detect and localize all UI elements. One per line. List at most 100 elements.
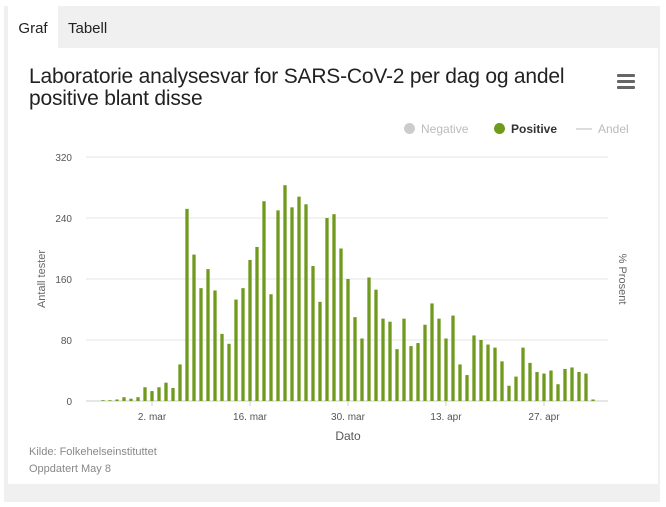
- tab-graf[interactable]: Graf: [8, 6, 58, 48]
- bar-positive: [143, 387, 147, 401]
- legend-label-negative: Negative: [421, 122, 469, 136]
- bar-positive: [353, 317, 357, 402]
- bar-positive: [395, 349, 399, 401]
- y-axis-label: Antall tester: [36, 250, 48, 308]
- bar-positive: [290, 207, 294, 401]
- bar-positive: [591, 399, 595, 401]
- bar-positive: [367, 277, 371, 401]
- bar-positive: [241, 288, 245, 401]
- bar-positive: [227, 343, 231, 401]
- bar-positive: [514, 376, 518, 401]
- bar-positive: [507, 385, 511, 401]
- view-tabs: Graf Tabell: [4, 6, 660, 48]
- bar-positive: [451, 315, 455, 401]
- bar-positive: [157, 387, 161, 401]
- legend-label-andel: Andel: [598, 122, 629, 136]
- bar-positive: [318, 301, 322, 402]
- bar-positive: [584, 373, 588, 401]
- bar-positive: [465, 375, 469, 401]
- legend-line-icon: [576, 128, 592, 130]
- y-tick-label: 160: [55, 275, 72, 286]
- bar-positive: [346, 279, 350, 401]
- bar-positive: [164, 382, 168, 401]
- bar-positive: [521, 347, 525, 402]
- bar-positive: [136, 397, 140, 401]
- bar-positive: [430, 303, 434, 401]
- y-tick-label: 80: [61, 336, 73, 347]
- y-tick-label: 240: [55, 214, 72, 225]
- bar-positive: [339, 248, 343, 401]
- legend-dot-icon: [404, 123, 415, 134]
- bar-positive: [192, 254, 196, 401]
- x-tick-label: 27. apr: [528, 412, 560, 423]
- bar-positive: [262, 201, 266, 401]
- bar-positive: [332, 214, 336, 401]
- y-tick-label: 0: [66, 397, 72, 408]
- bar-positive: [472, 335, 476, 401]
- legend-item-negative[interactable]: Negative: [404, 122, 468, 136]
- bar-positive: [220, 333, 224, 401]
- bar-positive: [542, 373, 546, 401]
- legend-item-positive[interactable]: Positive: [494, 122, 557, 136]
- bar-positive: [486, 344, 490, 401]
- bar-positive: [374, 289, 378, 401]
- x-axis-label: Dato: [335, 429, 361, 443]
- legend-label-positive: Positive: [511, 122, 558, 136]
- bar-positive: [437, 318, 441, 401]
- bar-positive: [178, 364, 182, 401]
- bar-positive: [423, 324, 427, 401]
- bar-positive: [276, 210, 280, 402]
- bar-positive: [255, 246, 259, 401]
- bar-positive: [304, 204, 308, 401]
- bar-positive: [388, 321, 392, 401]
- bar-positive: [528, 362, 532, 402]
- bar-positive: [213, 290, 217, 401]
- bar-positive: [311, 266, 315, 401]
- source-credit: Kilde: Folkehelseinstituttet: [29, 446, 157, 458]
- bar-positive: [493, 347, 497, 402]
- chart-title: Laboratorie analysesvar for SARS-CoV-2 p…: [29, 65, 565, 110]
- bar-positive: [577, 372, 581, 401]
- bar-positive: [269, 294, 273, 401]
- bar-positive: [479, 340, 483, 401]
- x-tick-label: 30. mar: [331, 412, 366, 423]
- y-tick-label: 320: [55, 153, 72, 164]
- bar-positive: [283, 185, 287, 401]
- x-tick-label: 16. mar: [233, 412, 268, 423]
- bar-positive: [234, 299, 238, 401]
- bar-positive: [101, 400, 105, 401]
- x-tick-label: 13. apr: [430, 412, 462, 423]
- bar-positive: [248, 259, 252, 401]
- bar-positive: [206, 269, 210, 401]
- bar-positive: [108, 400, 112, 401]
- hamburger-menu-icon[interactable]: [617, 74, 635, 90]
- source-updated: Oppdatert May 8: [29, 463, 111, 475]
- bar-positive: [549, 370, 553, 401]
- legend-item-andel[interactable]: Andel: [576, 122, 629, 136]
- x-tick-label: 2. mar: [138, 412, 167, 423]
- bar-positive: [325, 218, 329, 401]
- bar-positive: [458, 364, 462, 401]
- bar-positive: [297, 196, 301, 401]
- bar-positive: [150, 391, 154, 401]
- bar-positive: [381, 318, 385, 401]
- tab-tabell[interactable]: Tabell: [68, 20, 108, 37]
- bar-positive: [185, 208, 189, 401]
- bar-positive: [122, 397, 126, 401]
- bar-positive: [409, 346, 413, 401]
- bar-positive: [199, 288, 203, 401]
- bar-positive: [416, 343, 420, 401]
- bar-positive: [129, 398, 133, 401]
- bar-positive: [360, 338, 364, 401]
- legend-dot-icon: [494, 123, 505, 134]
- bar-positive: [556, 384, 560, 401]
- bar-positive: [402, 318, 406, 401]
- bar-positive: [563, 368, 567, 401]
- bar-positive: [535, 372, 539, 401]
- bar-positive: [570, 367, 574, 401]
- bar-positive: [171, 388, 175, 401]
- bar-positive: [115, 399, 119, 401]
- bar-positive: [500, 361, 504, 401]
- y2-axis-label: % Prosent: [616, 254, 628, 305]
